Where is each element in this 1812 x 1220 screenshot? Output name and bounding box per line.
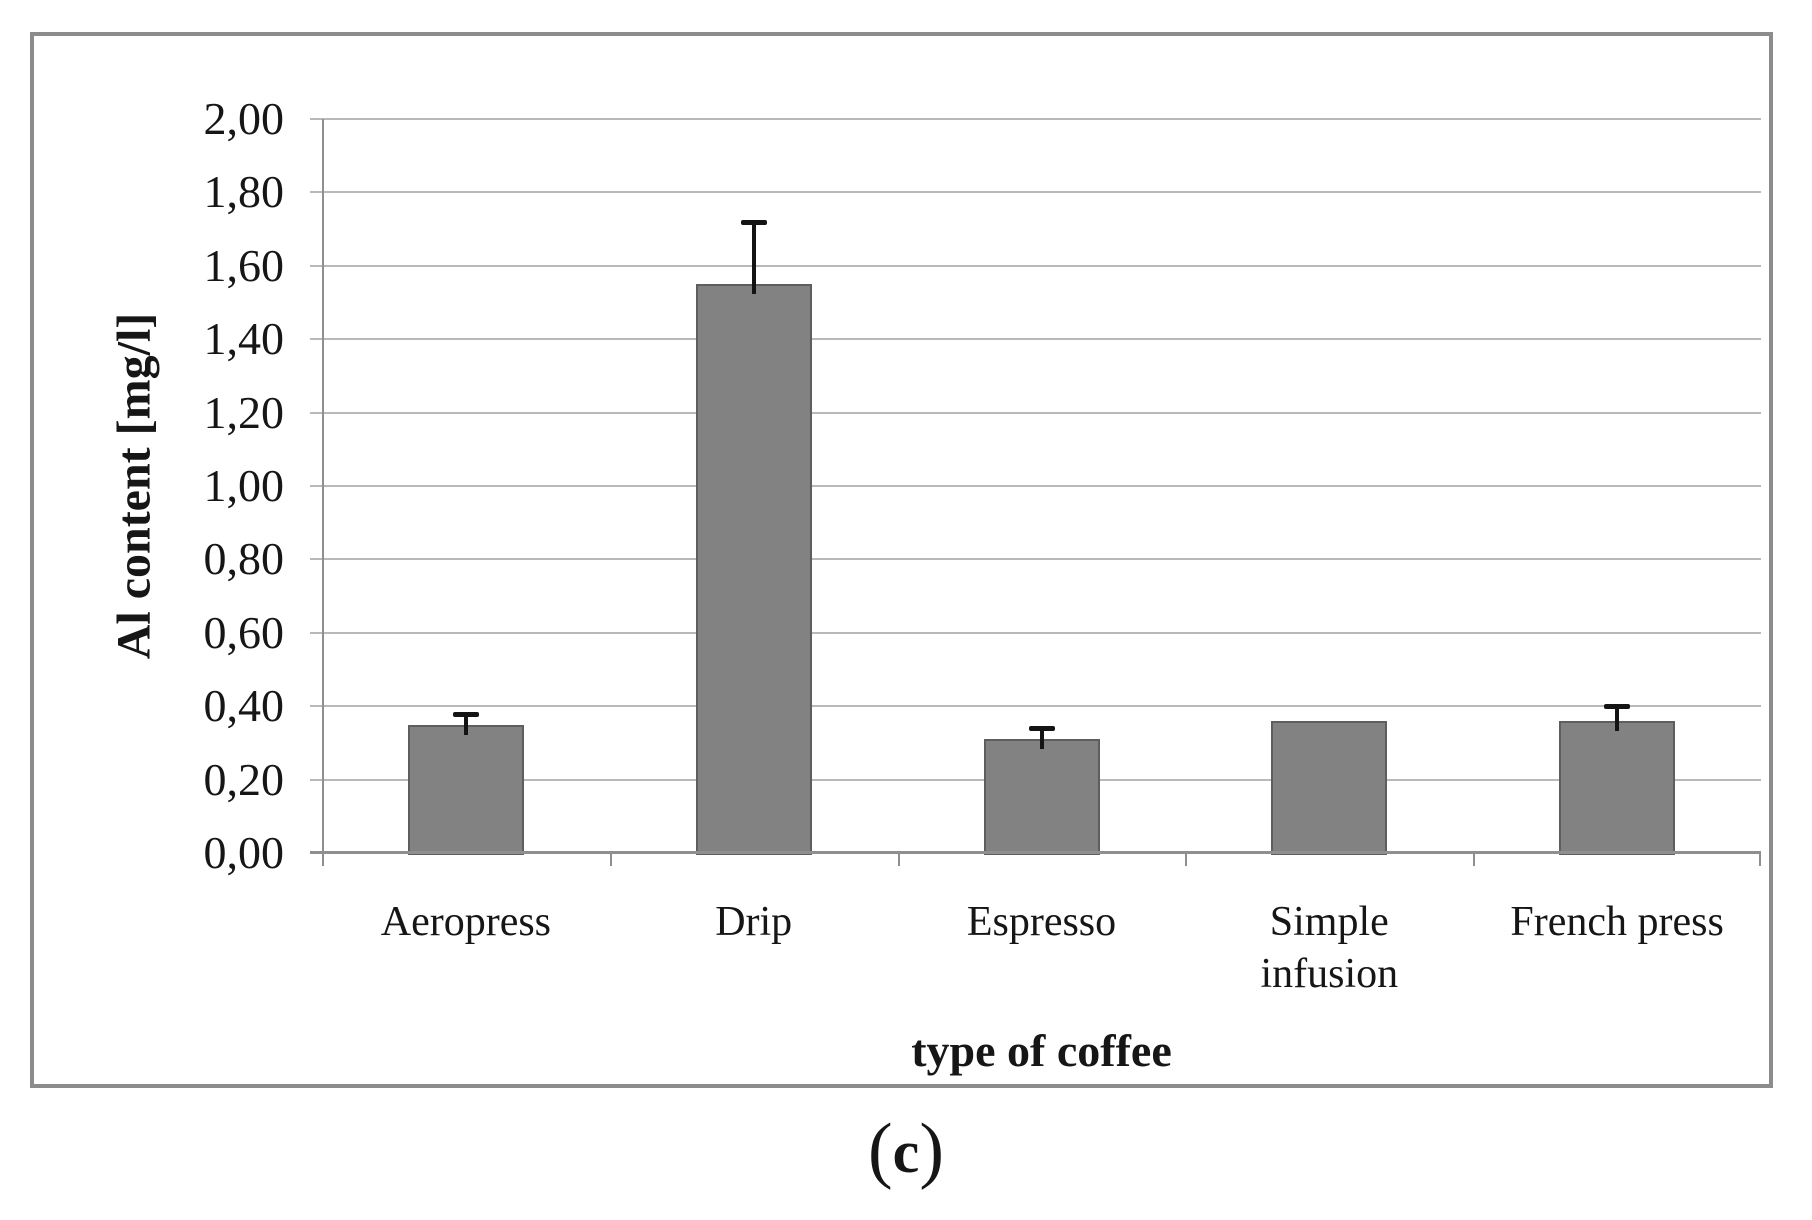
- error-bar-cap: [452, 711, 479, 717]
- bar-simple-infusion: [1271, 720, 1388, 855]
- error-bar-whisker: [751, 221, 756, 295]
- plot-area: [310, 118, 1761, 866]
- gridline: [310, 191, 1761, 194]
- y-tick-label: 0,00: [203, 827, 285, 878]
- gridline: [310, 705, 1761, 708]
- bar-espresso: [983, 739, 1100, 855]
- x-axis-tick: [1185, 851, 1188, 866]
- x-category-label-french-press: French press: [1473, 896, 1761, 948]
- x-axis-title: type of coffee: [911, 1025, 1172, 1076]
- y-tick-label: 0,20: [203, 753, 285, 805]
- x-category-label-text: Aeropress: [380, 899, 552, 945]
- y-tick-label: 0,80: [203, 533, 285, 585]
- x-axis-tick: [1759, 851, 1761, 866]
- x-category-label-espresso: Espresso: [898, 896, 1186, 948]
- x-category-label-text: Espresso: [966, 899, 1117, 945]
- error-bar-whisker: [1039, 728, 1044, 750]
- y-tick-label: 2,00: [203, 93, 285, 144]
- gridline: [310, 631, 1761, 634]
- bar-drip: [695, 284, 812, 855]
- y-tick-label: 1,60: [203, 239, 285, 291]
- y-axis-line: [322, 119, 324, 853]
- caption-paren-close: ): [919, 1109, 944, 1191]
- gridline: [310, 264, 1761, 267]
- gridline: [310, 338, 1761, 341]
- error-bar-cap: [1604, 704, 1631, 710]
- error-bar-whisker: [463, 713, 468, 735]
- x-axis-tick: [609, 851, 612, 866]
- gridline: [310, 558, 1761, 561]
- x-category-label-aeropress: Aeropress: [322, 896, 610, 948]
- y-tick-label: 0,60: [203, 606, 285, 658]
- x-category-label-simple-infusion: Simple infusion: [1185, 896, 1473, 1000]
- x-axis-tick: [897, 851, 900, 866]
- x-axis-line: [310, 851, 1761, 854]
- y-tick-label: 1,40: [203, 313, 285, 365]
- x-axis-tick: [322, 851, 324, 866]
- error-bar-cap: [740, 219, 767, 225]
- x-category-label-drip: Drip: [610, 896, 898, 948]
- bar-aeropress: [407, 724, 524, 855]
- x-category-label-text: Drip: [715, 899, 793, 945]
- y-tick-label: 1,00: [203, 460, 285, 511]
- x-category-label-text: French press: [1510, 899, 1724, 945]
- bar-french-press: [1559, 720, 1676, 855]
- caption-paren-open: (: [868, 1109, 893, 1191]
- caption-letter: c: [892, 1119, 920, 1185]
- figure-caption: (c): [0, 1108, 1812, 1193]
- x-category-label-text: Simple infusion: [1260, 899, 1399, 997]
- y-tick-label: 0,40: [203, 680, 285, 732]
- y-tick-label: 1,80: [203, 166, 285, 218]
- y-tick-label: 1,20: [203, 386, 285, 438]
- x-axis-tick: [1473, 851, 1476, 866]
- error-bar-whisker: [1615, 706, 1620, 731]
- chart-frame: Al content [mg/l] 2,00 1,80 1,60 1,40 1,20 1,…: [30, 32, 1773, 1088]
- gridline: [310, 411, 1761, 414]
- gridline: [310, 485, 1761, 487]
- gridline: [310, 118, 1761, 120]
- error-bar-cap: [1028, 726, 1055, 732]
